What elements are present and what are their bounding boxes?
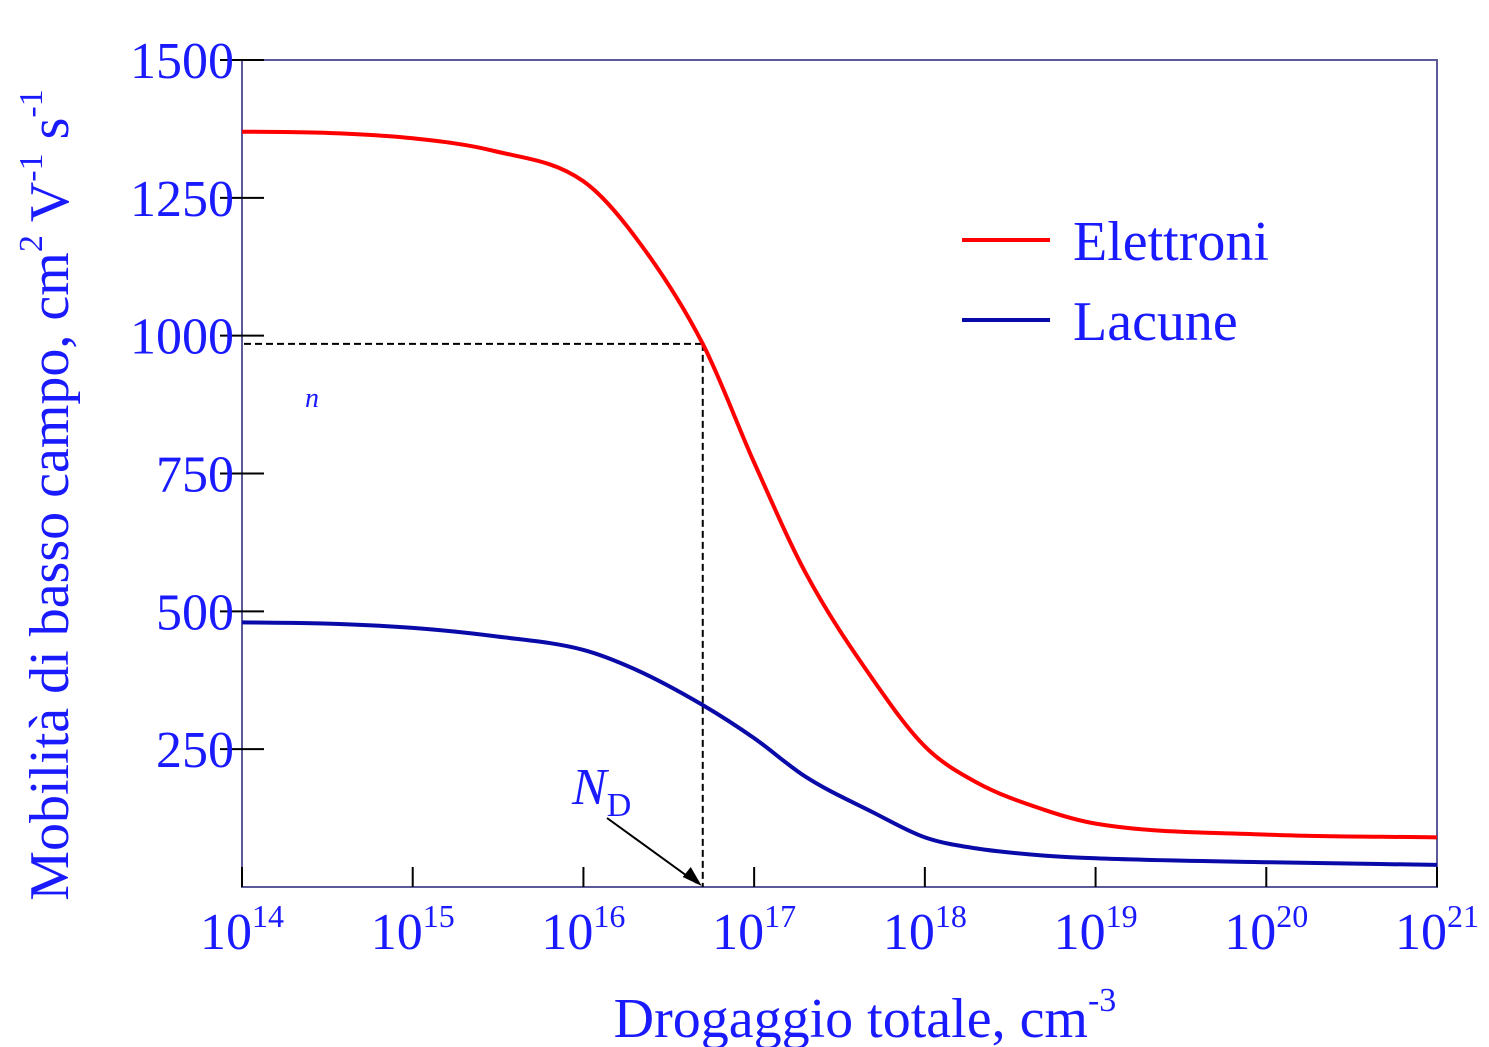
x-tick-base: 10 [200,904,252,961]
y-axis-title-text: V [19,182,81,235]
x-axis-title-sup: -3 [1088,982,1116,1019]
y-axis-title: Mobilità di basso campo, cm2 V-1 s-1 [13,89,81,900]
plot-area-border [241,59,1438,888]
x-tick-base: 10 [1224,904,1276,961]
y-tick-label: 500 [156,584,234,641]
annotations: n ND [305,383,702,886]
x-tick-base: 10 [1054,904,1106,961]
x-tick-exponent: 16 [593,898,625,934]
y-tick-label: 1500 [130,33,234,90]
y-tick-label: 1000 [130,309,234,366]
series-line-lacune [241,620,1438,867]
y-tick-label: 1250 [130,171,234,228]
y-tick-label: 750 [156,447,234,504]
x-ticks: 1014 1015 1016 1017 1018 1019 1020 1021 [200,867,1479,961]
x-tick-base: 10 [371,904,423,961]
legend: Elettroni Lacune [962,211,1269,353]
legend-label: Lacune [1073,291,1238,353]
series-line-elettroni [241,129,1438,840]
plot-frame [241,59,1438,888]
x-tick-base: 10 [883,904,935,961]
nd-arrow-head [682,867,702,886]
x-tick-exponent: 17 [764,898,796,934]
y-axis-title-text: Mobilità di basso campo, cm [19,252,81,901]
x-tick-base: 10 [712,904,764,961]
x-tick-label: 1021 [1395,898,1479,961]
x-tick-exponent: 21 [1447,898,1479,934]
x-tick-label: 1015 [371,898,455,961]
x-tick-label: 1016 [541,898,625,961]
y-ticks: 250 500 750 1000 1250 1500 [130,33,264,779]
x-tick-exponent: 19 [1106,898,1138,934]
nd-base: N [571,759,610,816]
x-tick-exponent: 14 [252,898,284,934]
y-axis-title-sup: -1 [13,153,50,181]
x-tick-label: 1017 [712,898,796,961]
y-axis-title-text: s [19,118,81,154]
x-tick-label: 1019 [1054,898,1138,961]
x-tick-label: 1014 [200,898,284,961]
x-tick-exponent: 15 [423,898,455,934]
series-lines [241,129,1438,867]
nd-subscript: D [607,787,632,824]
x-axis-title-text: Drogaggio totale, cm [614,988,1088,1047]
nd-arrow-line [606,817,698,884]
n-label: n [305,383,319,414]
nd-label: ND [571,759,631,824]
guide-lines [244,342,704,887]
x-tick-label: 1020 [1224,898,1308,961]
x-tick-label: 1018 [883,898,967,961]
axis-titles: Drogaggio totale, cm-3 Mobilità di basso … [13,89,1116,1047]
x-tick-exponent: 18 [935,898,967,934]
y-tick-label: 250 [156,722,234,779]
x-tick-base: 10 [541,904,593,961]
x-tick-base: 10 [1395,904,1447,961]
y-axis-title-sup: -1 [13,89,50,117]
x-tick-exponent: 20 [1276,898,1308,934]
x-axis-title: Drogaggio totale, cm-3 [614,982,1117,1047]
y-axis-title-sup: 2 [13,235,50,252]
legend-label: Elettroni [1073,211,1269,273]
